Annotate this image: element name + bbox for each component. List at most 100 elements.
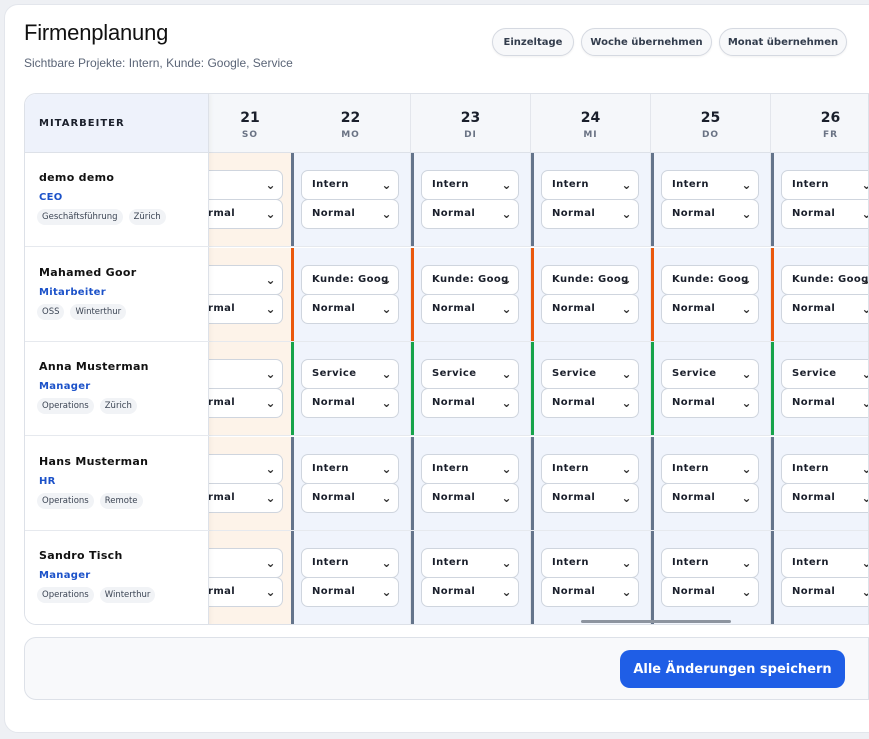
chevron-down-icon: ⌄: [381, 367, 392, 381]
project-select[interactable]: Kunde: Google⌄: [541, 264, 639, 295]
status-select[interactable]: Normal⌄: [661, 577, 759, 607]
project-select[interactable]: Intern⌄: [301, 548, 399, 578]
status-select[interactable]: Normal⌄: [541, 388, 639, 418]
apply-week-button[interactable]: Woche übernehmen: [581, 28, 712, 56]
project-select[interactable]: Intern⌄: [301, 170, 399, 200]
project-select[interactable]: Intern⌄: [301, 453, 399, 484]
status-select[interactable]: Normal⌄: [421, 293, 519, 324]
schedule-cell: Intern⌄Normal⌄: [291, 531, 411, 624]
project-select[interactable]: Service⌄: [541, 359, 639, 389]
chevron-down-icon: ⌄: [621, 272, 632, 287]
status-select[interactable]: Normal⌄: [541, 199, 639, 229]
employee-tag: Zürich: [99, 398, 137, 414]
project-select[interactable]: ⌄: [199, 453, 283, 484]
status-select[interactable]: Normal⌄: [301, 388, 399, 418]
status-select[interactable]: Normal⌄: [421, 199, 519, 229]
status-select[interactable]: rmal ⌄: [199, 482, 283, 513]
project-select[interactable]: Intern⌄: [541, 548, 639, 578]
schedule-cell: Intern⌄Normal⌄: [291, 436, 411, 531]
status-select[interactable]: Normal⌄: [661, 199, 759, 229]
project-color-bar: [291, 153, 294, 246]
employee-row: Sandro Tisch Manager Operations Winterthur: [25, 531, 209, 624]
project-select[interactable]: Intern⌄: [781, 548, 868, 578]
project-color-bar: [771, 436, 774, 530]
project-select[interactable]: Kunde: Google⌄: [781, 264, 868, 295]
project-select[interactable]: Intern⌄: [781, 170, 868, 200]
chevron-down-icon: ⌄: [265, 490, 276, 505]
employee-role: CEO: [39, 192, 63, 203]
schedule-cell: Service⌄Normal⌄: [651, 342, 771, 436]
status-select[interactable]: Normal⌄: [541, 577, 639, 607]
project-select[interactable]: Kunde: Google⌄: [661, 264, 759, 295]
project-select[interactable]: Intern⌄: [541, 170, 639, 200]
apply-month-button[interactable]: Monat übernehmen: [719, 28, 847, 56]
chevron-down-icon: ⌄: [381, 461, 392, 476]
schedule-cell: Kunde: Google⌄Normal⌄: [771, 247, 868, 342]
day-header: 22 MO: [291, 94, 411, 153]
status-select[interactable]: Normal⌄: [541, 482, 639, 513]
employee-column-header: MITARBEITER: [25, 94, 208, 153]
employee-tag: Zürich: [128, 209, 166, 225]
status-select[interactable]: Normal⌄: [301, 199, 399, 229]
day-header: 23 DI: [411, 94, 531, 153]
project-select[interactable]: Service⌄: [781, 359, 868, 389]
project-select[interactable]: Service⌄: [661, 359, 759, 389]
project-select[interactable]: Intern⌄: [421, 548, 519, 578]
chevron-down-icon: ⌄: [381, 556, 392, 570]
day-name: FR: [822, 130, 839, 140]
save-all-button[interactable]: Alle Änderungen speichern: [620, 650, 845, 688]
status-select[interactable]: Normal⌄: [781, 293, 868, 324]
status-select[interactable]: Normal⌄: [661, 388, 759, 418]
single-days-button[interactable]: Einzeltage: [492, 28, 574, 56]
employee-tag: OSS: [37, 303, 65, 320]
status-select[interactable]: Normal⌄: [781, 482, 868, 513]
project-select[interactable]: ⌄: [199, 170, 283, 200]
day-header: 26 FR: [771, 94, 868, 153]
schedule-cell: Intern⌄Normal⌄: [771, 436, 868, 531]
status-select[interactable]: Normal⌄: [541, 293, 639, 324]
status-select[interactable]: rmal ⌄: [199, 199, 283, 229]
project-select[interactable]: Intern⌄: [541, 453, 639, 484]
status-select[interactable]: Normal⌄: [781, 199, 868, 229]
project-select[interactable]: Intern⌄: [661, 453, 759, 484]
chevron-down-icon: ⌄: [741, 556, 752, 570]
schedule-cell: Intern⌄Normal⌄: [651, 436, 771, 531]
status-select[interactable]: Normal⌄: [781, 577, 868, 607]
project-select[interactable]: Intern⌄: [421, 170, 519, 200]
project-select[interactable]: Intern⌄: [781, 453, 868, 484]
status-select[interactable]: Normal⌄: [421, 388, 519, 418]
project-select[interactable]: Intern⌄: [661, 548, 759, 578]
employee-name: Anna Musterman: [39, 360, 149, 373]
horizontal-scrollbar[interactable]: [581, 620, 731, 623]
status-select[interactable]: Normal⌄: [661, 293, 759, 324]
project-color-bar: [411, 247, 414, 341]
project-select[interactable]: Service⌄: [421, 359, 519, 389]
project-select[interactable]: ⌄: [199, 548, 283, 578]
project-select[interactable]: ⌄: [199, 359, 283, 389]
employee-tags: Operations Zürich: [37, 398, 209, 414]
status-select[interactable]: rmal ⌄: [199, 388, 283, 418]
project-select[interactable]: Service⌄: [301, 359, 399, 389]
status-select[interactable]: Normal⌄: [301, 293, 399, 324]
project-select[interactable]: ⌄: [199, 264, 283, 295]
project-select[interactable]: Intern⌄: [661, 170, 759, 200]
project-color-bar: [651, 342, 654, 435]
status-select[interactable]: Normal⌄: [661, 482, 759, 513]
chevron-down-icon: ⌄: [621, 301, 632, 316]
project-select[interactable]: Kunde: Google⌄: [301, 264, 399, 295]
employee-tag: Operations: [37, 398, 94, 414]
status-select[interactable]: Normal⌄: [301, 577, 399, 607]
project-select[interactable]: Kunde: Google⌄: [421, 264, 519, 295]
project-select[interactable]: Intern⌄: [421, 453, 519, 484]
schedule-cell: Service⌄Normal⌄: [411, 342, 531, 436]
employee-tag: Operations: [37, 587, 94, 603]
status-select[interactable]: Normal⌄: [781, 388, 868, 418]
status-select[interactable]: rmal ⌄: [199, 293, 283, 324]
schedule-cell: Kunde: Google⌄Normal⌄: [531, 247, 651, 342]
status-select[interactable]: rmal ⌄: [199, 577, 283, 607]
status-select[interactable]: Normal⌄: [421, 482, 519, 513]
chevron-down-icon: ⌄: [381, 207, 392, 221]
status-select[interactable]: Normal⌄: [301, 482, 399, 513]
status-select[interactable]: Normal⌄: [421, 577, 519, 607]
employee-column: MITARBEITER demo demo CEO Geschäftsführung…: [25, 94, 209, 624]
